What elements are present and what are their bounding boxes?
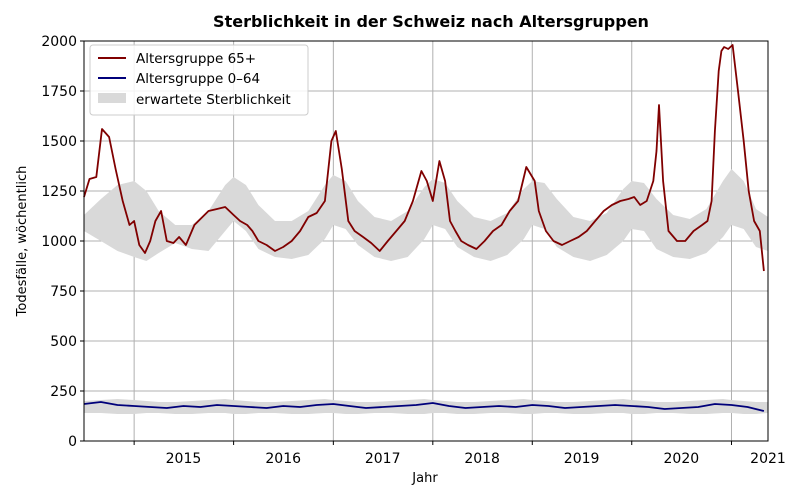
x-axis-label: Jahr [411, 471, 438, 486]
legend-box [89, 44, 309, 116]
y-tick-label: 500 [50, 334, 77, 350]
expected-band-0-64 [84, 399, 768, 414]
legend: Altersgruppe 65+ Altersgruppe 0–64 erwar… [89, 44, 309, 116]
chart-title: Sterblichkeit in der Schweiz nach Alters… [213, 12, 649, 31]
legend-label-65plus: Altersgruppe 65+ [136, 51, 256, 67]
x-tick-label: 2019 [564, 451, 600, 467]
y-axis: 0 250 500 750 1000 1250 1500 1750 2000 [41, 34, 84, 450]
legend-swatch-expected [98, 93, 126, 103]
x-tick-label: 2016 [265, 451, 301, 467]
legend-label-expected: erwartete Sterblichkeit [136, 92, 291, 108]
series-line-1 [83, 401, 765, 412]
x-tick-label: 2021 [750, 451, 786, 467]
y-tick-label: 750 [50, 284, 77, 300]
x-tick-label: 2018 [464, 451, 500, 467]
x-tick-label: 2020 [664, 451, 700, 467]
y-axis-label: Todesfälle, wöchentlich [15, 166, 30, 318]
legend-label-0-64: Altersgruppe 0–64 [136, 71, 260, 87]
y-tick-label: 1000 [41, 234, 77, 250]
x-axis: 2015 2016 2017 2018 2019 2020 2021 [133, 441, 786, 467]
y-tick-label: 1500 [41, 134, 77, 150]
y-tick-label: 2000 [41, 34, 77, 50]
series-line-0 [83, 44, 765, 272]
expected-band-65plus [84, 169, 768, 261]
y-tick-label: 1750 [41, 84, 77, 100]
y-tick-label: 250 [50, 384, 77, 400]
x-tick-label: 2017 [365, 451, 401, 467]
y-tick-label: 1250 [41, 184, 77, 200]
y-tick-label: 0 [68, 434, 77, 450]
series-lines [83, 44, 765, 412]
expected-band [84, 169, 768, 414]
x-tick-label: 2015 [166, 451, 202, 467]
